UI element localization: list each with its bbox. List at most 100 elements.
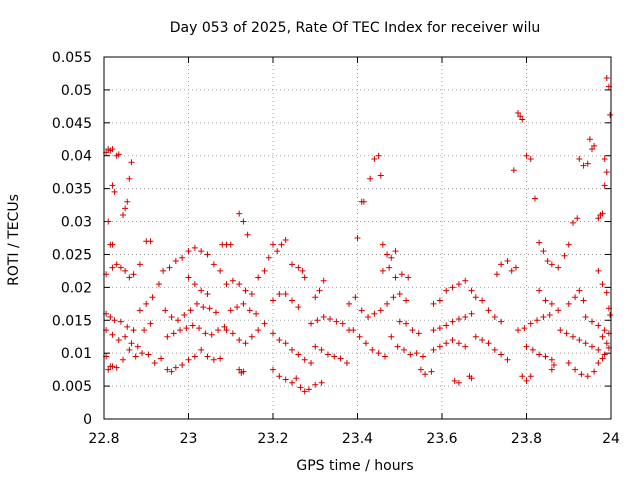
data-point: [174, 317, 181, 324]
data-point: [244, 231, 251, 238]
data-point: [449, 284, 456, 291]
data-point: [384, 300, 391, 307]
data-point: [584, 373, 591, 380]
data-point: [599, 355, 606, 362]
data-point: [337, 355, 344, 362]
data-point: [149, 294, 156, 301]
data-point: [479, 337, 486, 344]
data-point: [555, 264, 562, 271]
data-point: [472, 333, 479, 340]
data-point: [381, 353, 388, 360]
data-point: [179, 362, 186, 369]
data-point: [187, 307, 194, 314]
data-point: [282, 290, 289, 297]
data-point: [147, 320, 154, 327]
data-point: [229, 277, 236, 284]
data-point: [580, 162, 587, 169]
data-point: [413, 350, 420, 357]
data-point: [536, 351, 543, 358]
data-point: [229, 330, 236, 337]
data-point: [227, 307, 234, 314]
data-point: [601, 156, 608, 163]
data-point: [485, 307, 492, 314]
data-point: [417, 366, 424, 373]
data-point: [312, 343, 319, 350]
data-point: [117, 264, 124, 271]
data-point: [168, 368, 175, 375]
data-point: [588, 318, 595, 325]
data-point: [339, 320, 346, 327]
data-point: [512, 264, 519, 271]
data-point: [236, 281, 243, 288]
data-point: [193, 300, 200, 307]
data-point: [109, 146, 116, 153]
data-point: [191, 353, 198, 360]
data-point: [204, 251, 211, 258]
data-point: [198, 248, 205, 255]
data-point: [544, 258, 551, 265]
data-point: [346, 300, 353, 307]
data-point: [519, 116, 526, 123]
data-point: [312, 294, 319, 301]
data-point: [588, 343, 595, 350]
data-point: [491, 313, 498, 320]
data-point: [354, 235, 361, 241]
data-point: [282, 236, 289, 243]
data-point: [436, 343, 443, 350]
data-point: [128, 340, 135, 347]
data-point: [468, 310, 475, 317]
data-point: [576, 156, 583, 163]
data-point: [122, 333, 129, 340]
data-point: [196, 325, 203, 332]
y-tick-label: 0.04: [61, 149, 92, 165]
data-point: [111, 317, 118, 324]
data-point: [130, 327, 137, 334]
data-point: [105, 366, 112, 373]
data-point: [582, 340, 589, 347]
data-point: [462, 277, 469, 284]
data-point: [141, 327, 148, 334]
data-point: [270, 330, 276, 337]
data-point: [217, 267, 224, 274]
data-point: [578, 371, 585, 378]
y-tick-label: 0: [83, 412, 92, 428]
data-point: [289, 379, 296, 386]
data-point: [162, 307, 169, 314]
data-point: [405, 274, 412, 281]
data-point: [601, 327, 608, 334]
data-point: [255, 327, 262, 334]
data-point: [542, 297, 549, 304]
data-point: [130, 271, 137, 278]
data-point: [314, 317, 321, 324]
data-point: [603, 75, 610, 82]
data-point: [320, 277, 327, 284]
data-point: [185, 248, 192, 255]
data-point: [493, 271, 500, 278]
data-point: [569, 333, 576, 340]
y-tick-label: 0.03: [61, 215, 92, 231]
data-point: [126, 274, 133, 281]
data-point: [343, 360, 350, 367]
x-tick-label: 23.4: [342, 431, 373, 447]
data-point: [407, 351, 414, 358]
data-point: [548, 366, 555, 373]
data-point: [371, 156, 378, 163]
data-point: [572, 366, 579, 373]
data-point: [223, 327, 230, 334]
data-point: [105, 218, 112, 225]
data-point: [320, 313, 327, 320]
data-point: [576, 287, 583, 294]
data-point: [527, 373, 534, 380]
data-point: [392, 274, 399, 281]
data-point: [240, 218, 247, 225]
data-point: [379, 267, 386, 274]
data-point: [536, 239, 543, 246]
data-point: [305, 386, 312, 393]
data-point: [350, 327, 357, 334]
data-point: [210, 356, 217, 363]
data-point: [151, 360, 158, 367]
data-point: [455, 340, 462, 347]
data-point: [117, 318, 124, 325]
data-point: [308, 360, 315, 367]
data-point: [202, 330, 209, 337]
